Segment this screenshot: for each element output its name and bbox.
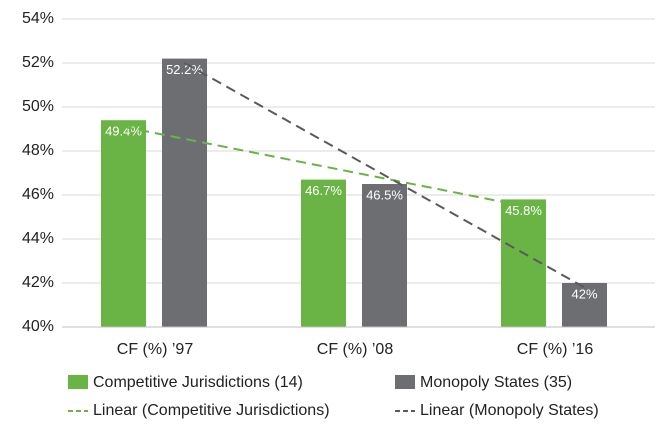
- x-tick-label: CF (%) ’08: [317, 341, 394, 358]
- legend-swatch: [395, 375, 415, 389]
- bar: [101, 120, 146, 327]
- y-tick-label: 48%: [22, 142, 54, 159]
- value-label: 42%: [571, 286, 597, 301]
- x-tick-label: CF (%) ’97: [117, 341, 194, 358]
- bar: [301, 179, 346, 327]
- trend-line: [123, 125, 524, 207]
- legend-swatch: [68, 375, 88, 389]
- legend-label: Monopoly States (35): [420, 374, 572, 391]
- value-label: 49.4%: [105, 124, 142, 139]
- y-tick-label: 52%: [22, 54, 54, 71]
- value-label: 52.2%: [166, 62, 203, 77]
- y-tick-label: 44%: [22, 230, 54, 247]
- x-tick-label: CF (%) ’16: [517, 341, 594, 358]
- legend-label: Linear (Monopoly States): [420, 402, 599, 419]
- y-tick-label: 40%: [22, 318, 54, 335]
- y-tick-label: 42%: [22, 274, 54, 291]
- bar: [162, 58, 207, 327]
- bar: [562, 283, 607, 327]
- legend-label: Competitive Jurisdictions (14): [93, 374, 303, 391]
- y-tick-label: 46%: [22, 186, 54, 203]
- bar: [501, 199, 546, 327]
- trend-line: [184, 62, 585, 289]
- legend-label: Linear (Competitive Jurisdictions): [93, 402, 330, 419]
- value-label: 45.8%: [505, 203, 542, 218]
- y-tick-label: 50%: [22, 98, 54, 115]
- y-tick-label: 54%: [22, 10, 54, 27]
- value-label: 46.7%: [305, 183, 342, 198]
- bar: [362, 184, 407, 327]
- value-label: 46.5%: [366, 187, 403, 202]
